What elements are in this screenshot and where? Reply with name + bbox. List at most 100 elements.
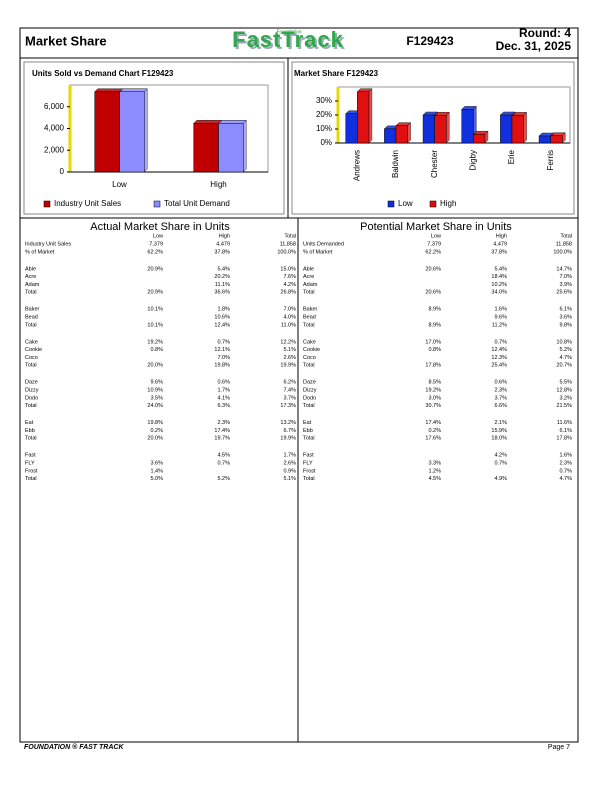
cell: 5.2% xyxy=(559,347,572,353)
cell: 4,479 xyxy=(493,241,507,247)
cell: 1.7% xyxy=(217,387,230,393)
cell: 0.8% xyxy=(150,347,163,353)
cell: 7.0% xyxy=(559,274,572,280)
y-tick-label: 0 xyxy=(60,167,65,176)
cell: 4.2% xyxy=(494,453,507,459)
cell: 10.8% xyxy=(556,339,572,345)
chart-title: Market Share F129423 xyxy=(294,69,379,78)
cell: 0.7% xyxy=(559,468,572,474)
row-label: Fast xyxy=(25,453,36,459)
bar xyxy=(511,115,524,144)
cell: 9.8% xyxy=(559,322,572,328)
row-label: Adam xyxy=(25,282,40,288)
row-label: Bead xyxy=(303,314,316,320)
cell: 7.0% xyxy=(217,355,230,361)
x-tick-label: Andrews xyxy=(352,150,361,181)
bar-top xyxy=(193,120,223,124)
cell: 10.2% xyxy=(491,282,507,288)
bar xyxy=(94,91,120,173)
cell: 20.6% xyxy=(425,290,441,296)
legend-label: Total Unit Demand xyxy=(164,199,230,208)
bar-top xyxy=(217,120,247,124)
cell: 10.1% xyxy=(147,307,163,313)
header-title: Market Share xyxy=(25,33,107,48)
row-label: Fast xyxy=(303,453,314,459)
bar xyxy=(538,135,551,144)
cell: 2.6% xyxy=(283,355,296,361)
row-label: Frost xyxy=(303,468,316,474)
cell: 34.0% xyxy=(491,290,507,296)
cell: 19.2% xyxy=(425,387,441,393)
cell: 12.4% xyxy=(214,322,230,328)
cell: 4.5% xyxy=(217,453,230,459)
row-label: Total xyxy=(303,322,315,328)
cell: 3.9% xyxy=(559,282,572,288)
cell: 0.7% xyxy=(494,460,507,466)
cell: 3.3% xyxy=(428,460,441,466)
cell: 0.9% xyxy=(283,468,296,474)
table-title: Actual Market Share in Units xyxy=(90,221,230,233)
bar xyxy=(218,123,244,173)
cell: 0.6% xyxy=(217,380,230,386)
cell: 21.5% xyxy=(556,403,572,409)
cell: 3.2% xyxy=(559,395,572,401)
footer-right: Page 7 xyxy=(548,744,570,751)
row-label: Able xyxy=(303,266,314,272)
cell: 30.7% xyxy=(425,403,441,409)
cell: 17.8% xyxy=(556,436,572,442)
cell: 17.3% xyxy=(280,403,296,409)
row-label: Cake xyxy=(303,339,316,345)
legend-swatch xyxy=(153,200,161,208)
logo-shadow: FastTrack xyxy=(234,29,346,54)
cell: 36.6% xyxy=(214,290,230,296)
legend-swatch xyxy=(429,200,437,208)
row-label: Total xyxy=(303,290,315,296)
row-label: Frost xyxy=(25,468,38,474)
cell: 3.6% xyxy=(150,460,163,466)
y-tick-label: 6,000 xyxy=(44,102,65,111)
bar-side xyxy=(144,88,148,173)
cell: 3.7% xyxy=(494,395,507,401)
chart-title: Units Sold vs Demand Chart F129423 xyxy=(32,69,174,78)
column-header: Low xyxy=(153,233,163,239)
cell: 11.1% xyxy=(215,282,230,288)
cell: 0.2% xyxy=(150,428,163,434)
row-label: Dizzy xyxy=(303,387,317,393)
x-tick-label: Chester xyxy=(430,150,439,178)
bar-side xyxy=(407,122,411,144)
bar-top xyxy=(118,88,148,93)
cell: 14.7% xyxy=(556,266,572,272)
cell: 12.1% xyxy=(214,347,230,353)
cell: 5.0% xyxy=(150,476,163,482)
cell: 1.4% xyxy=(150,468,163,474)
cell: 18.4% xyxy=(491,274,507,280)
cell: 4.7% xyxy=(559,476,572,482)
cell: 20.0% xyxy=(147,436,163,442)
bar-side xyxy=(523,111,527,144)
cell: 6.3% xyxy=(217,403,230,409)
row-label: Coco xyxy=(25,355,38,361)
row-label: % of Market xyxy=(303,249,333,255)
row-label: Total xyxy=(25,363,37,369)
row-label: Daze xyxy=(303,380,316,386)
cell: 12.4% xyxy=(491,347,507,353)
cell: 2.6% xyxy=(283,460,296,466)
cell: 12.8% xyxy=(556,387,572,393)
cell: 4.2% xyxy=(283,282,296,288)
cell: 0.2% xyxy=(428,428,441,434)
cell: 62.2% xyxy=(425,249,441,255)
bar xyxy=(473,133,486,144)
cell: 15.9% xyxy=(491,428,507,434)
cell: 0.6% xyxy=(494,380,507,386)
row-label: Cookie xyxy=(303,347,320,353)
column-header: High xyxy=(496,233,507,239)
cell: 2.3% xyxy=(559,460,572,466)
x-tick-label: High xyxy=(210,180,226,189)
x-tick-label: Ferris xyxy=(546,150,555,170)
cell: 1.2% xyxy=(428,468,441,474)
cell: 12.2% xyxy=(280,339,296,345)
bar-top xyxy=(94,88,124,93)
row-label: Cookie xyxy=(25,347,42,353)
row-label: Dizzy xyxy=(25,387,39,393)
cell: 17.4% xyxy=(214,428,230,434)
